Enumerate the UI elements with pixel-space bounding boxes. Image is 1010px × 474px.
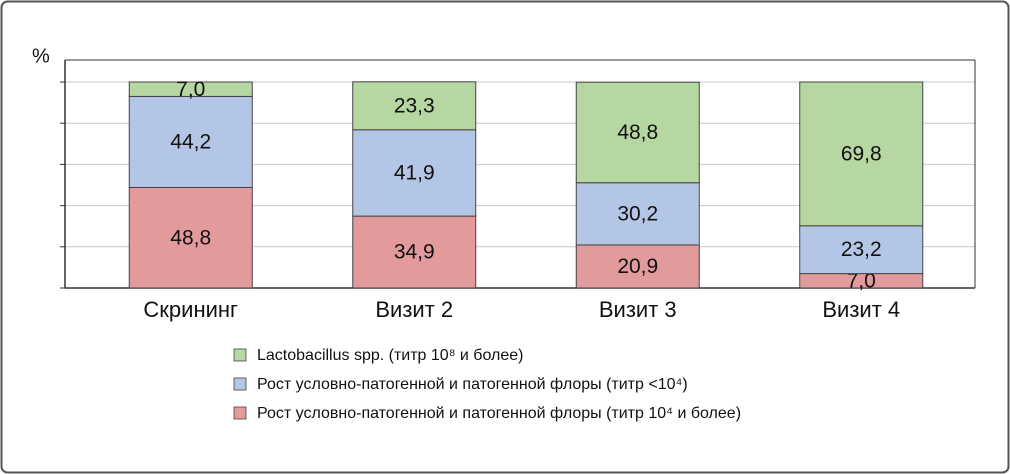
x-tick-label: Скрининг [143,297,238,322]
value-label: 7,0 [847,269,876,292]
legend-label: Рост условно-патогенной и патогенной фло… [257,376,688,393]
value-label: 69,8 [841,142,882,165]
x-tick-label: Визит 4 [822,297,900,322]
value-label: 23,3 [394,94,435,117]
value-label: 23,2 [841,238,882,261]
x-tick-label: Визит 2 [375,297,453,322]
legend-swatch [233,377,247,391]
legend-swatch [233,348,247,362]
value-label: 41,9 [394,161,435,184]
x-tick-label: Визит 3 [599,297,677,322]
value-label: 48,8 [170,226,211,249]
bar-segment [352,215,477,289]
bar-segment [128,95,253,188]
bar-segment [575,81,700,184]
bar-segment [799,225,924,275]
value-label: 7,0 [176,78,205,101]
bar-segment [799,81,924,227]
value-label: 44,2 [170,130,211,153]
legend-label: Lactobacillus spp. (титр 10⁸ и более) [257,347,523,364]
y-axis-label: % [32,45,50,67]
bar-segment [575,182,700,246]
value-label: 48,8 [617,121,658,144]
bar-segment [128,81,253,97]
value-label: 20,9 [617,255,658,278]
value-label: 34,9 [394,241,435,264]
legend-swatch [233,406,247,420]
bar-segment [352,81,477,131]
bar-segment [575,244,700,289]
value-label: 30,2 [617,202,658,225]
legend-label: Рост условно-патогенной и патогенной фло… [257,405,741,422]
